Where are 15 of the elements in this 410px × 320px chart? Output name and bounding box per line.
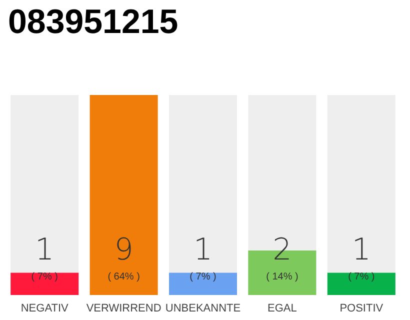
data-label: 1 [35, 232, 54, 268]
x-tick-label: VERWIRREND [86, 302, 162, 314]
annotation: ( 7% ) [348, 272, 375, 282]
data-label: 1 [352, 232, 371, 268]
data-label: 9 [114, 232, 134, 268]
annotation: ( 14% ) [266, 272, 298, 282]
annotation: ( 7% ) [31, 272, 58, 282]
x-tick-label: POSITIV [340, 302, 384, 314]
data-label: 1 [193, 232, 213, 268]
annotation: ( 7% ) [190, 272, 216, 282]
x-tick-label: UNBEKANNTE [165, 302, 241, 314]
chart-title: 083951215 [8, 3, 178, 41]
annotation: ( 64% ) [108, 272, 140, 282]
x-tick-label: NEGATIV [20, 302, 69, 314]
x-tick-label: EGAL [268, 302, 297, 314]
